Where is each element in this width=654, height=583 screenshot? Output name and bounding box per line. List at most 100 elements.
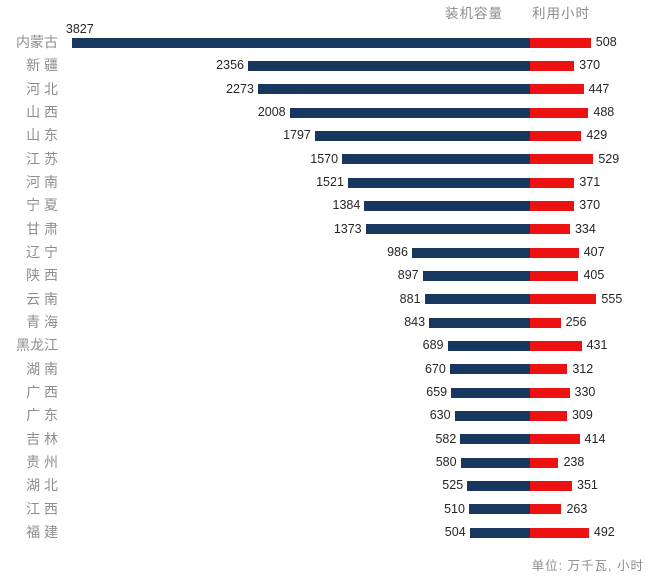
chart-row: 辽 宁 986 407 xyxy=(0,241,654,264)
hours-bar xyxy=(530,504,562,515)
category-label: 江 苏 xyxy=(26,150,58,167)
capacity-bar xyxy=(449,364,530,375)
capacity-bar xyxy=(289,107,530,118)
hours-value-label: 370 xyxy=(579,58,601,73)
hours-value-label: 263 xyxy=(566,501,588,516)
capacity-value-label: 1797 xyxy=(283,128,311,143)
hours-bar xyxy=(530,317,561,328)
capacity-bar xyxy=(429,317,530,328)
chart-row: 湖 南 670 312 xyxy=(0,358,654,381)
capacity-bar xyxy=(451,387,530,398)
capacity-bar xyxy=(71,37,530,48)
hours-value-label: 431 xyxy=(586,338,608,353)
category-label: 吉 林 xyxy=(26,430,58,447)
hours-bar xyxy=(530,107,589,118)
capacity-value-label: 689 xyxy=(422,338,444,353)
chart-row: 内蒙古 3827 508 xyxy=(0,22,654,54)
category-label: 甘 肃 xyxy=(26,220,58,237)
category-label: 河 北 xyxy=(26,80,58,97)
capacity-bar xyxy=(342,154,530,165)
hours-bar xyxy=(530,84,584,95)
capacity-value-label: 659 xyxy=(426,385,448,400)
category-label: 云 南 xyxy=(26,290,58,307)
hours-value-label: 414 xyxy=(584,431,606,446)
capacity-value-label: 582 xyxy=(435,431,457,446)
category-label: 福 建 xyxy=(26,524,58,541)
category-label: 辽 宁 xyxy=(26,244,58,261)
hours-value-label: 351 xyxy=(577,478,598,493)
chart-row: 陕 西 897 405 xyxy=(0,264,654,287)
capacity-bar xyxy=(468,504,530,515)
chart-row: 广 东 630 309 xyxy=(0,404,654,427)
legend-capacity-label: 装机容量 xyxy=(445,6,503,21)
hours-bar xyxy=(530,224,570,235)
capacity-bar xyxy=(257,84,530,95)
hours-value-label: 492 xyxy=(593,525,615,540)
hours-value-label: 371 xyxy=(579,175,601,190)
capacity-bar xyxy=(364,201,530,212)
capacity-bar xyxy=(460,434,530,445)
hours-value-label: 334 xyxy=(574,221,596,236)
capacity-value-label: 1373 xyxy=(333,221,362,236)
chart-row: 吉 林 582 414 xyxy=(0,428,654,451)
hours-bar xyxy=(530,527,589,538)
capacity-value-label: 580 xyxy=(435,455,457,470)
chart-row: 江 苏 1570 529 xyxy=(0,148,654,171)
chart-row: 福 建 504 492 xyxy=(0,521,654,544)
capacity-bar xyxy=(467,481,530,492)
chart-row: 云 南 881 555 xyxy=(0,288,654,311)
hours-bar xyxy=(530,131,582,142)
unit-note: 单位: 万千瓦, 小时 xyxy=(531,559,644,573)
chart-row: 江 西 510 263 xyxy=(0,498,654,521)
hours-value-label: 508 xyxy=(595,35,617,49)
category-label: 山 东 xyxy=(26,127,58,144)
hours-value-label: 447 xyxy=(588,81,610,96)
chart-row: 河 北 2273 447 xyxy=(0,78,654,101)
hours-value-label: 312 xyxy=(572,361,594,376)
hours-bar xyxy=(530,364,568,375)
capacity-value-label: 3827 xyxy=(65,22,94,36)
chart-row: 青 海 843 256 xyxy=(0,311,654,334)
chart-row: 甘 肃 1373 334 xyxy=(0,218,654,241)
capacity-value-label: 897 xyxy=(397,268,419,283)
capacity-bar xyxy=(411,247,530,258)
capacity-value-label: 986 xyxy=(387,245,408,260)
capacity-value-label: 525 xyxy=(442,478,464,493)
capacity-value-label: 1570 xyxy=(310,151,339,166)
capacity-value-label: 2356 xyxy=(216,58,244,73)
hours-bar xyxy=(530,294,597,305)
category-label: 河 南 xyxy=(26,174,58,191)
hours-bar xyxy=(530,411,567,422)
chart-row: 新 疆 2356 370 xyxy=(0,54,654,77)
hours-bar xyxy=(530,434,580,445)
category-label: 江 西 xyxy=(26,500,58,517)
chart-row: 黑龙江 689 431 xyxy=(0,334,654,357)
hours-bar xyxy=(530,177,575,188)
capacity-bar xyxy=(454,411,530,422)
category-label: 内蒙古 xyxy=(16,34,58,50)
hours-bar xyxy=(530,387,570,398)
capacity-bar xyxy=(347,177,530,188)
legend-hours-label: 利用小时 xyxy=(532,6,590,21)
capacity-bar xyxy=(365,224,530,235)
hours-bar xyxy=(530,201,575,212)
hours-value-label: 555 xyxy=(601,291,623,306)
chart-row: 山 西 2008 488 xyxy=(0,101,654,124)
chart-row: 广 西 659 330 xyxy=(0,381,654,404)
capacity-value-label: 1521 xyxy=(316,175,344,190)
chart-row: 河 南 1521 371 xyxy=(0,171,654,194)
chart-row: 湖 北 525 351 xyxy=(0,474,654,497)
hours-bar xyxy=(530,481,572,492)
category-label: 山 西 xyxy=(26,104,58,121)
capacity-bar xyxy=(247,61,530,72)
capacity-bar xyxy=(422,271,530,282)
category-label: 湖 南 xyxy=(26,360,58,377)
category-label: 广 西 xyxy=(26,384,58,401)
hours-bar xyxy=(530,341,582,352)
hours-bar xyxy=(530,247,579,258)
chart-row: 山 东 1797 429 xyxy=(0,124,654,147)
hours-value-label: 370 xyxy=(579,198,601,213)
capacity-value-label: 2273 xyxy=(226,81,254,96)
chart-row: 贵 州 580 238 xyxy=(0,451,654,474)
capacity-bar xyxy=(447,341,530,352)
